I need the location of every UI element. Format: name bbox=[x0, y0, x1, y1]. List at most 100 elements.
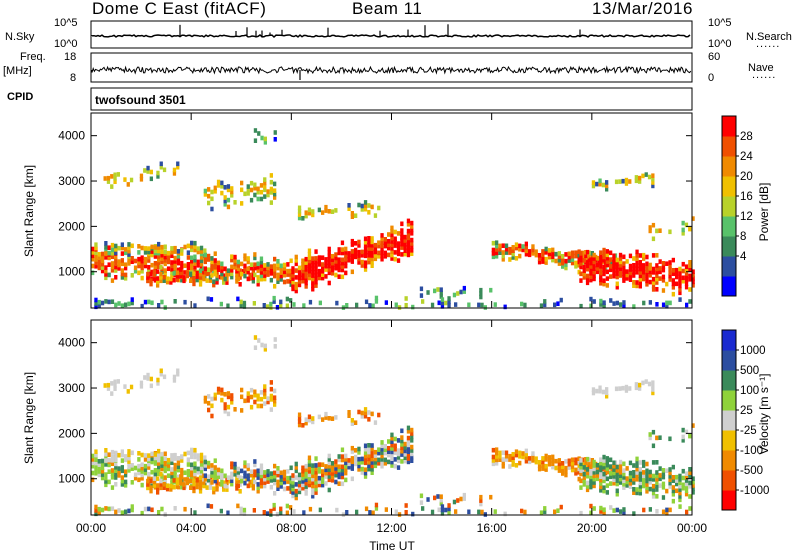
velocity-cell bbox=[531, 458, 535, 463]
velocity-cell bbox=[628, 481, 633, 486]
power-cell bbox=[668, 267, 672, 272]
power-cell bbox=[577, 256, 581, 261]
power-cell bbox=[207, 253, 211, 259]
power-cell bbox=[612, 263, 616, 269]
power-cell bbox=[212, 282, 216, 288]
power-cell bbox=[265, 304, 270, 309]
power-cell bbox=[511, 251, 515, 257]
velocity-cell bbox=[324, 415, 328, 420]
power-cell bbox=[137, 256, 141, 262]
velocity-cell bbox=[579, 471, 583, 477]
power-cell bbox=[440, 297, 445, 302]
velocity-cell bbox=[508, 464, 512, 469]
velocity-cell bbox=[579, 478, 583, 484]
velocity-cell bbox=[393, 450, 397, 455]
power-cell bbox=[149, 271, 153, 277]
power-cell bbox=[411, 304, 415, 310]
velocity-cell bbox=[561, 464, 565, 469]
velocity-cell bbox=[127, 455, 131, 461]
power-cell bbox=[190, 247, 194, 253]
velocity-cell bbox=[370, 467, 374, 472]
power-cell bbox=[263, 276, 267, 282]
power-cell bbox=[647, 174, 652, 180]
power-cell bbox=[248, 272, 252, 278]
velocity-cell bbox=[127, 449, 131, 454]
power-cell bbox=[685, 302, 689, 308]
power-cell bbox=[340, 260, 345, 266]
power-cell bbox=[114, 264, 118, 270]
velocity-cell bbox=[223, 483, 227, 489]
velocity-cell bbox=[585, 487, 590, 493]
power-cell bbox=[152, 272, 156, 278]
velocity-cell bbox=[127, 464, 131, 470]
power-cell bbox=[159, 278, 163, 284]
power-cell bbox=[330, 271, 335, 276]
power-cell bbox=[350, 259, 354, 264]
power-cell bbox=[598, 178, 602, 184]
power-cell bbox=[235, 268, 239, 274]
velocity-cell bbox=[190, 462, 194, 468]
power-cell bbox=[160, 252, 164, 258]
power-cell bbox=[615, 300, 619, 306]
power-cell bbox=[266, 265, 270, 271]
power-cell bbox=[645, 254, 649, 260]
velocity-cell bbox=[410, 431, 414, 436]
velocity-cell bbox=[390, 439, 394, 444]
velocity-cell bbox=[642, 476, 646, 482]
power-cell bbox=[273, 273, 277, 279]
power-cell bbox=[213, 258, 217, 263]
velocity-cell bbox=[107, 452, 111, 457]
velocity-cell bbox=[625, 476, 629, 481]
power-cell bbox=[289, 268, 293, 274]
power-cell bbox=[147, 254, 151, 260]
power-cell bbox=[678, 280, 682, 285]
power-cell bbox=[170, 263, 174, 269]
power-cell bbox=[645, 271, 649, 277]
velocity-cell bbox=[249, 394, 254, 400]
velocity-cell bbox=[491, 447, 495, 453]
velocity-cell bbox=[180, 484, 184, 490]
power-cell bbox=[454, 302, 458, 307]
velocity-cell bbox=[104, 451, 108, 457]
velocity-cell bbox=[203, 466, 207, 472]
velocity-cell bbox=[585, 473, 590, 479]
velocity-cell bbox=[236, 473, 240, 479]
power-cell bbox=[625, 272, 629, 278]
power-cell bbox=[651, 266, 656, 272]
power-cell bbox=[501, 257, 505, 262]
velocity-cell bbox=[584, 460, 588, 465]
power-cell bbox=[180, 264, 184, 269]
velocity-cell bbox=[307, 475, 312, 481]
power-cell bbox=[304, 273, 308, 279]
velocity-cell bbox=[311, 473, 315, 479]
power-cell bbox=[190, 244, 194, 249]
power-cell bbox=[193, 257, 197, 263]
velocity-cell bbox=[452, 499, 457, 505]
velocity-cell bbox=[265, 511, 270, 516]
velocity-cell bbox=[216, 474, 221, 479]
power-cell bbox=[564, 258, 568, 264]
velocity-cell bbox=[321, 472, 325, 478]
colorbar-segment bbox=[722, 430, 736, 451]
velocity-cell bbox=[100, 462, 105, 467]
power-cell bbox=[165, 279, 170, 285]
power-cell bbox=[160, 249, 164, 255]
velocity-cell bbox=[589, 464, 593, 469]
velocity-cell bbox=[622, 481, 626, 487]
velocity-cell bbox=[225, 487, 229, 492]
velocity-cell bbox=[273, 388, 277, 394]
velocity-cell bbox=[107, 462, 111, 468]
velocity-cell bbox=[190, 482, 194, 488]
velocity-cell bbox=[367, 466, 371, 472]
velocity-cell bbox=[661, 481, 666, 487]
power-cell bbox=[220, 261, 224, 267]
power-cell bbox=[223, 195, 227, 200]
velocity-cell bbox=[176, 461, 181, 466]
power-cell bbox=[503, 304, 507, 310]
velocity-cell bbox=[170, 477, 174, 482]
velocity-cell bbox=[585, 467, 590, 472]
power-cell bbox=[97, 262, 101, 267]
power-cell bbox=[678, 283, 682, 289]
power-cell bbox=[599, 277, 603, 283]
power-cell bbox=[671, 271, 675, 276]
